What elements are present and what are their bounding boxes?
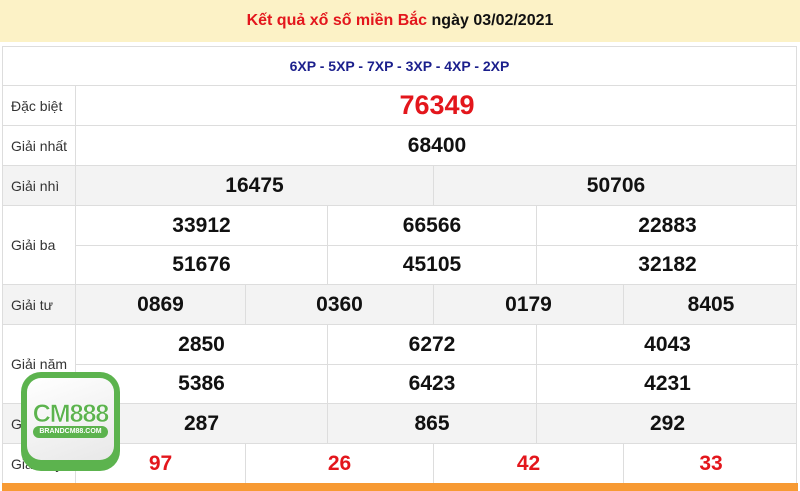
title-date: ngày 03/02/2021	[431, 12, 554, 29]
prize-label: Giải nhì	[3, 166, 76, 205]
logo-text: CM888	[32, 400, 109, 429]
prize-label: Đặc biệt	[3, 86, 76, 125]
results-title: Kết quả xổ số miền Bắc ngày 03/02/2021	[0, 0, 800, 42]
prize-row: Giải nhất 68400	[3, 126, 796, 166]
prize-label: Giải tư	[3, 285, 76, 324]
prize-number: 8405	[623, 285, 798, 324]
cm888-logo: CM888 BRANDCM88.COM	[21, 372, 120, 471]
logo-url: BRANDCM88.COM	[33, 426, 108, 438]
prize-number: 865	[327, 404, 536, 443]
prize-number: 4231	[536, 365, 798, 403]
prize-number: 68400	[407, 133, 467, 157]
prize-row: Giải năm 2850 6272 4043 5386 6423 4231	[3, 325, 798, 404]
prize-number: 76349	[399, 90, 475, 120]
prize-number: 2850	[178, 332, 225, 356]
prize-number: 292	[536, 404, 798, 443]
prize-number: 26	[245, 444, 433, 483]
prize-label: Giải ba	[3, 206, 76, 284]
results-table: 6XP - 5XP - 7XP - 3XP - 4XP - 2XP Đặc bi…	[2, 46, 798, 484]
prize-number: 32182	[536, 246, 798, 284]
title-prefix: Kết quả xổ số miền Bắc	[246, 12, 428, 29]
prize-number: 97	[148, 451, 173, 475]
prize-number: 66566	[327, 206, 536, 245]
prize-label: Giải nhất	[3, 126, 76, 165]
prize-number: 287	[183, 411, 220, 435]
prize-number: 42	[433, 444, 623, 483]
prize-number: 5386	[178, 372, 225, 395]
prize-row: Giải ba 33912 66566 22883 51676 45105 32182	[3, 206, 798, 285]
footer-bar	[2, 483, 798, 491]
prize-number: 45105	[327, 246, 536, 284]
prize-number: 33	[623, 444, 798, 483]
prize-row: Đặc biệt 76349	[3, 86, 796, 126]
prize-number: 33912	[172, 213, 231, 237]
prize-row: Giải tư 0869 0360 0179 8405	[3, 285, 796, 325]
prize-row: Giải sáu287865292	[3, 404, 796, 444]
prize-number: 0869	[137, 292, 184, 316]
prize-number: 51676	[172, 253, 231, 276]
prize-number: 0179	[433, 285, 623, 324]
prize-number: 0360	[245, 285, 433, 324]
prize-number: 16475	[225, 173, 284, 197]
prize-number: 6272	[327, 325, 536, 364]
prize-row: Giải nhì 16475 50706	[3, 166, 796, 206]
prize-number: 22883	[536, 206, 798, 245]
ticket-codes: 6XP - 5XP - 7XP - 3XP - 4XP - 2XP	[3, 46, 796, 86]
prize-number: 50706	[433, 166, 798, 205]
prize-number: 6423	[327, 365, 536, 403]
prize-row: Giải bảy97264233	[3, 444, 796, 484]
prize-number: 4043	[536, 325, 798, 364]
prize-label: Giải năm	[3, 325, 76, 403]
